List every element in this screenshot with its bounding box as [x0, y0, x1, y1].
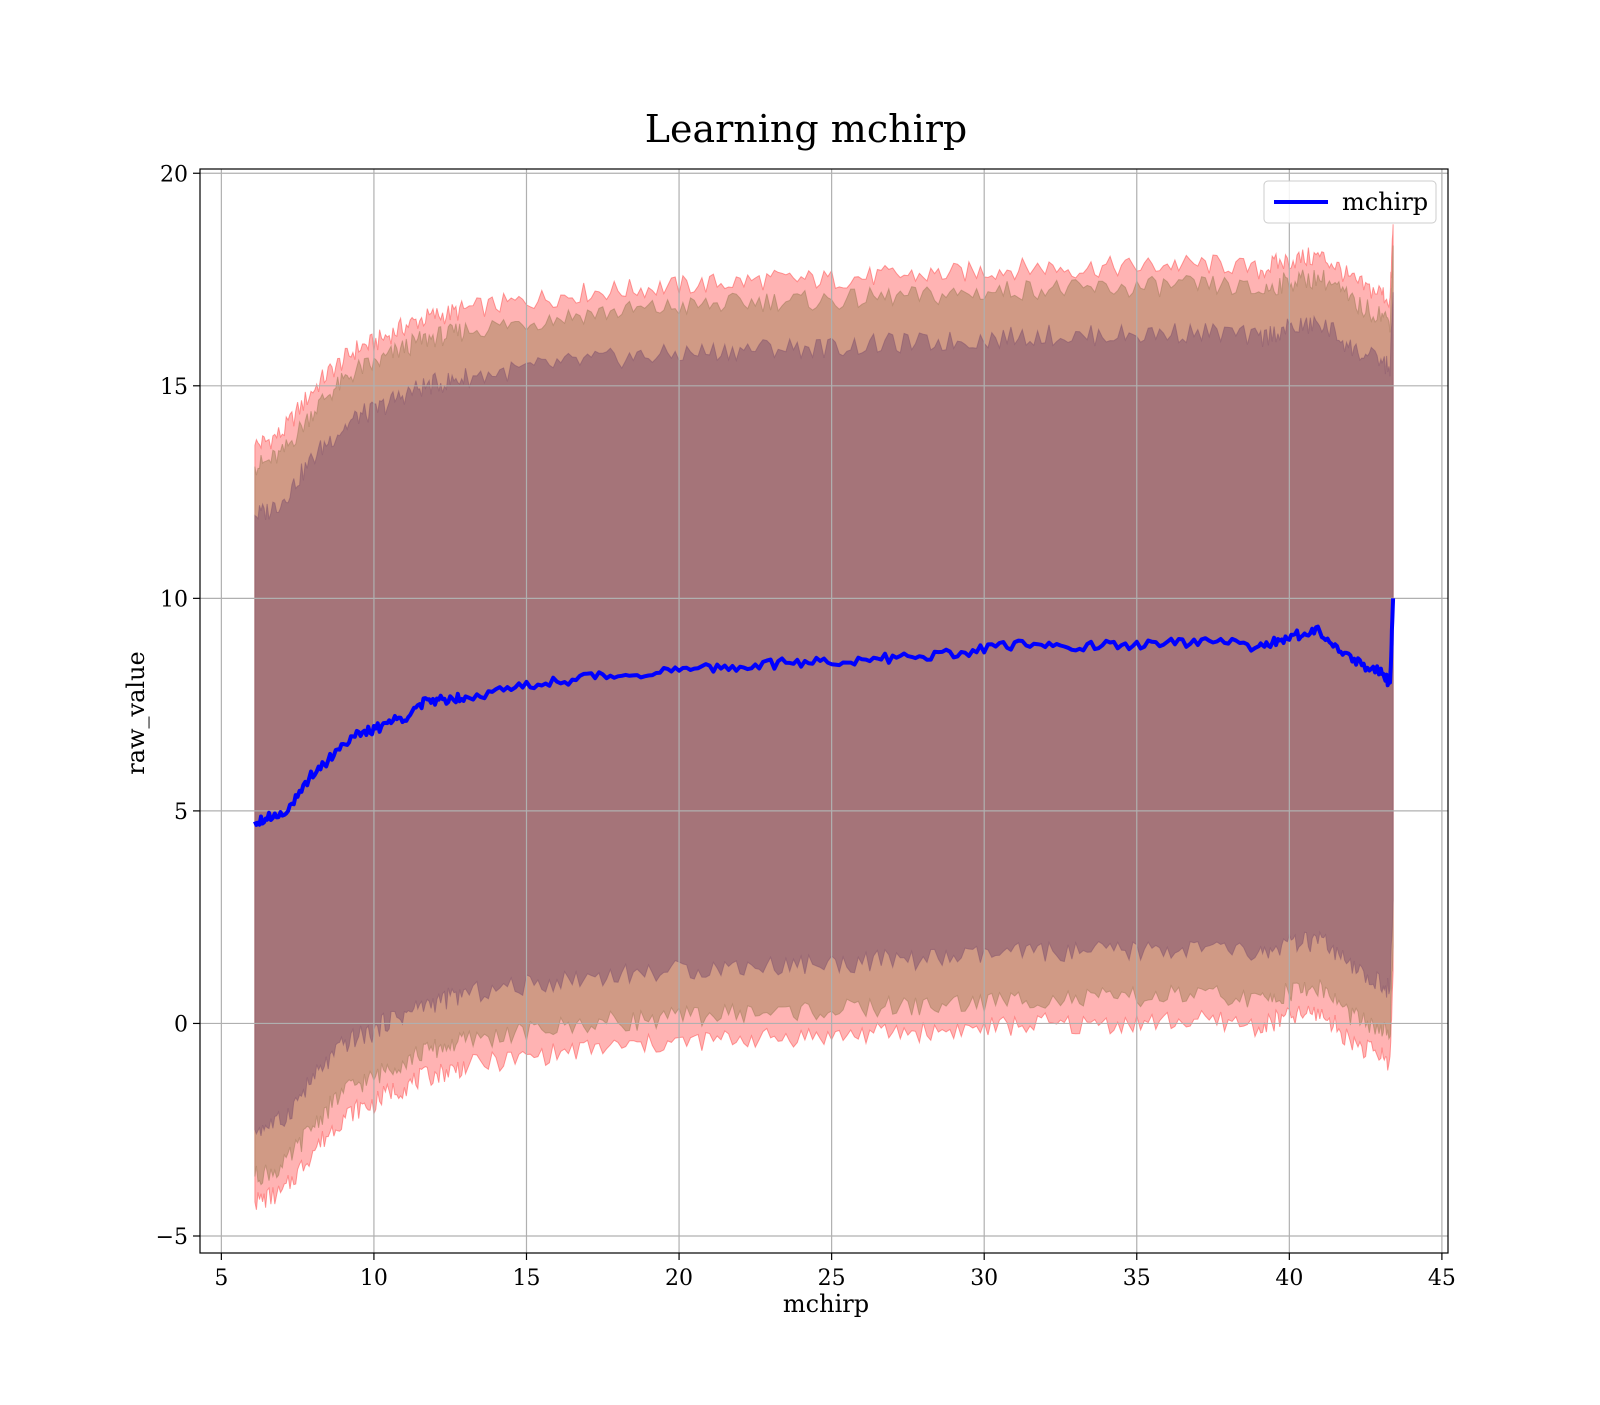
x-axis-label: mchirp	[783, 1290, 869, 1318]
y-tick-label: 0	[174, 1012, 188, 1037]
y-tick-label: 10	[160, 587, 188, 612]
y-tick-label: 5	[174, 800, 188, 825]
legend-label: mchirp	[1342, 188, 1428, 216]
x-tick-label: 45	[1428, 1266, 1456, 1291]
x-tick-label: 35	[1123, 1266, 1151, 1291]
y-tick-label: −5	[156, 1225, 188, 1250]
chart-title: Learning mchirp	[645, 107, 967, 151]
x-tick-label: 10	[360, 1266, 388, 1291]
series-line-mchirp	[253, 598, 1396, 827]
x-tick-label: 5	[214, 1266, 228, 1291]
y-axis-label: raw_value	[122, 651, 150, 775]
x-tick-label: 30	[970, 1266, 998, 1291]
legend-box	[1263, 180, 1437, 224]
axes-frame	[199, 168, 1449, 1254]
x-tick-label: 15	[512, 1266, 540, 1291]
x-tick-label: 20	[665, 1266, 693, 1291]
band-inner	[254, 292, 1394, 1136]
x-tick-label: 25	[818, 1266, 846, 1291]
plot-area: 5 10 15 20 25 30 35 40 45 −5 0 5 10 15 20 mchirp	[156, 162, 1456, 1291]
x-tick-label: 40	[1275, 1266, 1303, 1291]
y-tick-label: 15	[160, 375, 188, 400]
y-tick-label: 20	[160, 162, 188, 187]
